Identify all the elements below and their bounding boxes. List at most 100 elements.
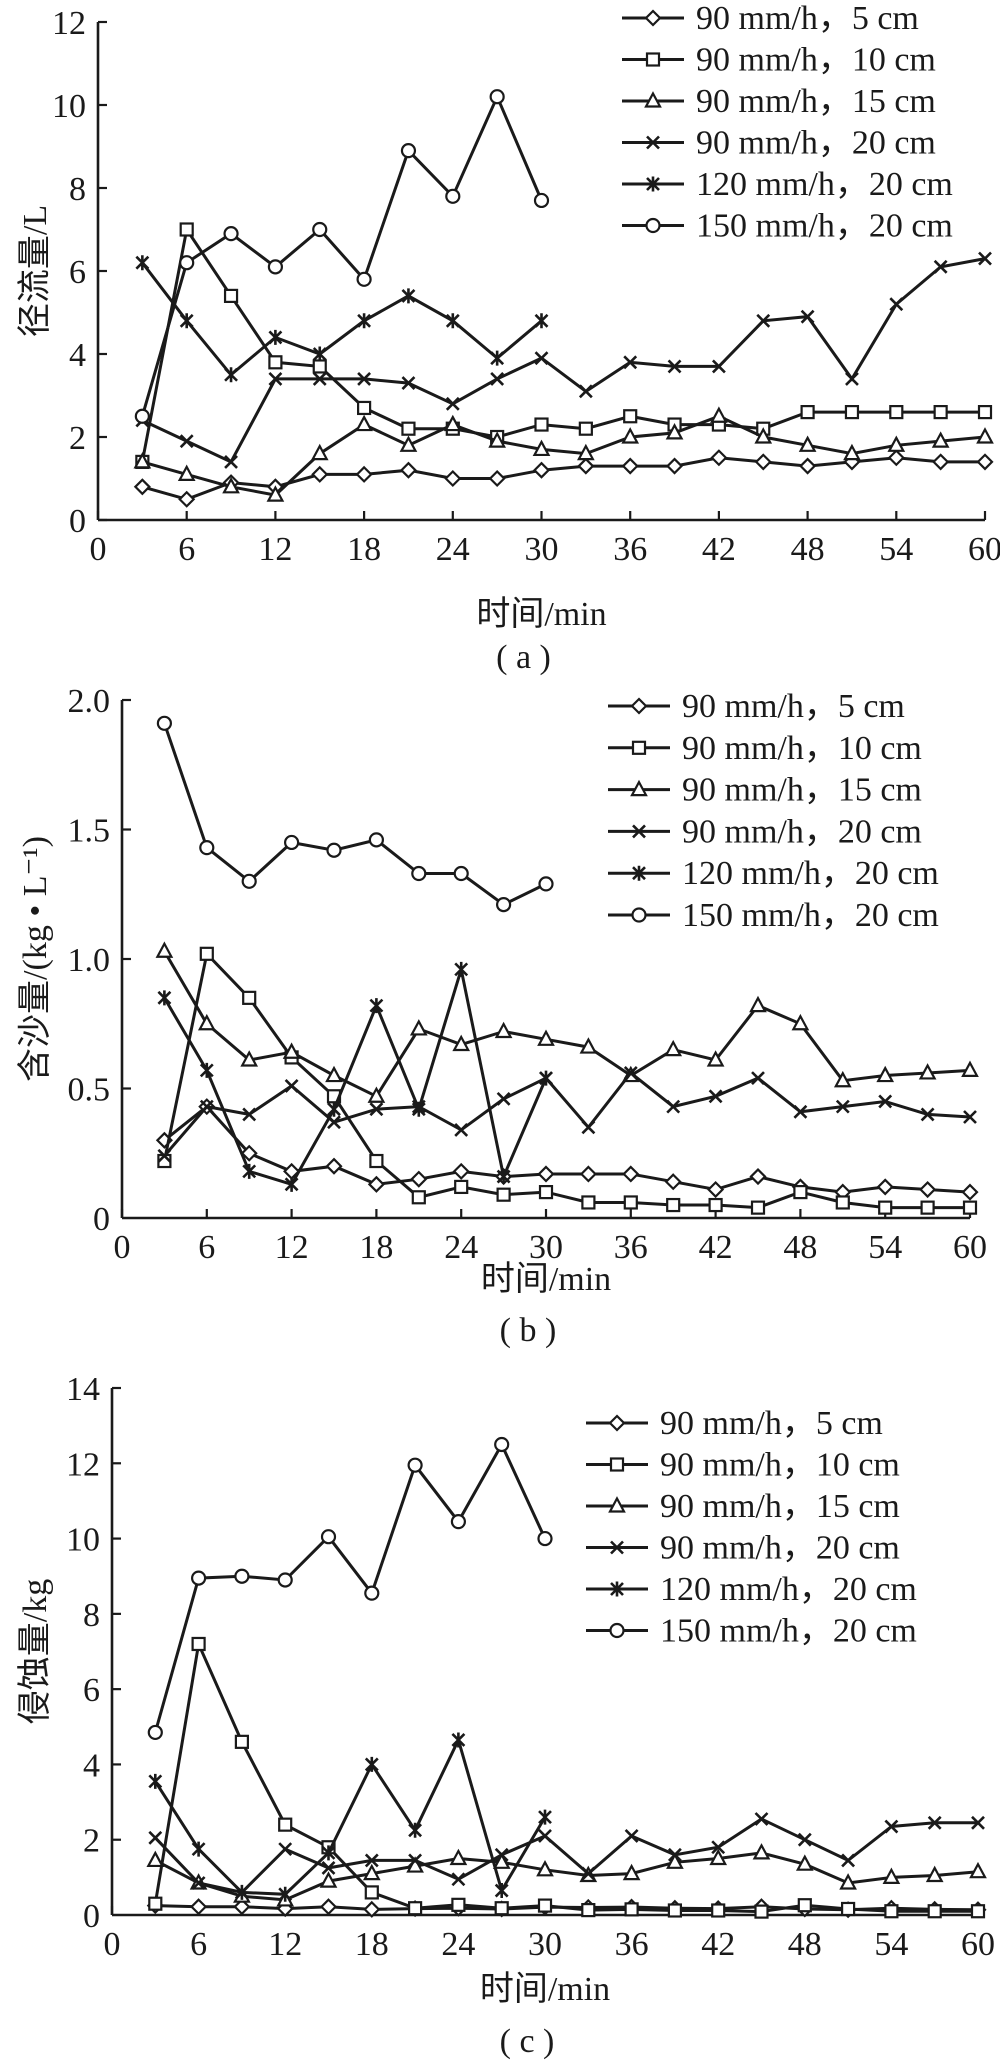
data-point [452, 1162, 470, 1180]
legend-entry: 150 mm/h，20 cm [622, 208, 953, 245]
data-point [364, 1853, 379, 1868]
x-tick-label: 48 [783, 1229, 817, 1266]
data-point [665, 423, 684, 440]
legend-label: 90 mm/h，10 cm [696, 42, 936, 79]
data-point [312, 346, 327, 362]
data-point [919, 1180, 937, 1199]
data-point [925, 1865, 944, 1883]
data-point [267, 259, 283, 275]
data-point [242, 990, 257, 1005]
legend-label: 90 mm/h，10 cm [660, 1447, 900, 1484]
series-5 [135, 255, 549, 383]
y-axis-title: 侵蚀量/kg [16, 1579, 54, 1724]
data-point [844, 405, 860, 420]
x-tick-label: 36 [613, 531, 647, 568]
series-line [153, 1441, 547, 1733]
legend-marker [609, 1457, 625, 1472]
y-tick-label: 14 [66, 1371, 100, 1408]
legend-entry: 90 mm/h，20 cm [608, 813, 922, 850]
data-point [191, 1636, 206, 1652]
series-line [154, 1851, 979, 1902]
data-point [752, 1843, 771, 1860]
x-tick-label: 30 [528, 1926, 562, 1963]
data-point [327, 1101, 341, 1117]
data-point [445, 313, 460, 329]
data-point [932, 453, 950, 471]
legend-label: 90 mm/h，5 cm [696, 0, 919, 37]
data-point [223, 226, 239, 242]
series-line [141, 414, 986, 497]
data-point [579, 1165, 597, 1183]
panel-label: ( a ) [496, 639, 551, 676]
legend-label: 120 mm/h，20 cm [682, 855, 939, 892]
legend-label: 90 mm/h，5 cm [660, 1405, 883, 1442]
data-point [133, 452, 152, 469]
data-point [490, 350, 505, 366]
data-point [490, 371, 505, 386]
legend-marker [631, 907, 647, 923]
data-point [622, 1165, 640, 1183]
data-point [356, 271, 372, 287]
data-point [364, 1885, 379, 1900]
data-point [311, 465, 329, 483]
data-point [364, 1585, 380, 1601]
x-tick-label: 24 [441, 1926, 475, 1963]
legend-label: 90 mm/h，5 cm [682, 688, 905, 725]
data-point [581, 1195, 596, 1210]
data-point [357, 313, 372, 329]
data-point [754, 1904, 769, 1919]
data-point [845, 371, 859, 386]
y-tick-label: 8 [69, 171, 86, 208]
data-point [751, 1071, 765, 1086]
x-axis-title: 时间/min [476, 596, 606, 633]
legend-marker [630, 779, 648, 797]
data-point [157, 1148, 172, 1163]
data-point [581, 1903, 596, 1918]
data-point [878, 1200, 893, 1215]
x-tick-label: 6 [198, 1229, 215, 1266]
legend-label: 150 mm/h，20 cm [682, 897, 939, 934]
x-tick-label: 60 [953, 1229, 987, 1266]
series-1 [155, 1098, 979, 1201]
data-point [190, 1898, 208, 1916]
data-point [179, 434, 194, 449]
data-point [749, 995, 767, 1013]
data-point [621, 457, 639, 475]
data-point [179, 255, 195, 271]
data-point [750, 1200, 766, 1215]
data-point [963, 1110, 977, 1124]
series-4 [148, 1812, 985, 1900]
x-tick-label: 18 [359, 1229, 393, 1266]
data-point [241, 873, 257, 889]
data-point [312, 371, 327, 386]
legend-label: 90 mm/h，20 cm [696, 125, 936, 162]
data-point [961, 1183, 979, 1201]
legend-entry: 120 mm/h，20 cm [608, 855, 939, 892]
legend-entry: 90 mm/h，15 cm [608, 772, 922, 809]
data-point [931, 431, 950, 448]
data-point [443, 414, 462, 432]
data-point [224, 454, 238, 469]
data-point [268, 329, 283, 345]
series-line [162, 722, 547, 907]
series-5 [148, 1732, 552, 1902]
data-point [488, 469, 506, 488]
data-point [191, 1876, 206, 1890]
data-point [665, 457, 684, 475]
data-point [496, 1091, 511, 1106]
data-point [277, 1572, 293, 1588]
y-tick-label: 6 [69, 254, 86, 291]
data-point [401, 376, 416, 390]
series-line [141, 257, 986, 464]
x-tick-label: 54 [879, 531, 913, 568]
data-point [199, 840, 215, 856]
data-point [579, 1037, 598, 1054]
panel-a-runoff-chart: 0 6 12 18 24 30 36 42 48 54 60024681012时间/min径流量/L… [16, 0, 1000, 676]
data-point [133, 478, 151, 496]
panel-label: ( c ) [500, 2023, 555, 2060]
data-point [494, 1901, 509, 1916]
data-point [494, 1883, 509, 1899]
legend-marker [630, 697, 648, 715]
data-point [798, 435, 817, 452]
data-point [494, 1436, 510, 1453]
